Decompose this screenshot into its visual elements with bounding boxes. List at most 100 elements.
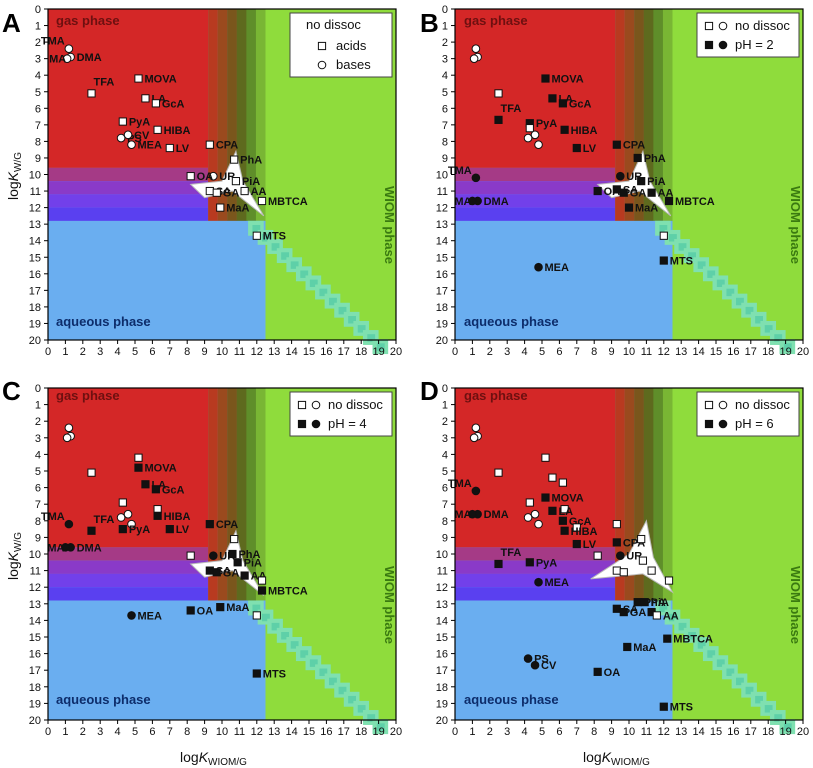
data-point-square — [659, 702, 668, 711]
y-tick-label: 17 — [29, 285, 41, 297]
point-label: LV — [583, 143, 597, 155]
data-point-square — [652, 611, 661, 620]
x-tick-label: 9 — [609, 346, 615, 358]
mixing-band — [455, 194, 616, 208]
point-label: MTS — [263, 669, 286, 681]
x-tick-label: 5 — [132, 726, 138, 738]
x-tick-label: 1 — [469, 346, 475, 358]
point-label: CPA — [623, 140, 645, 152]
point-label: PhA — [240, 155, 262, 167]
data-point-square — [548, 506, 557, 515]
y-tick-label: 12 — [29, 582, 41, 594]
wiom-phase-label: WIOM phase — [382, 566, 397, 644]
y-tick-label: 20 — [29, 715, 41, 727]
data-point-square — [704, 40, 714, 50]
point-label: OA — [197, 171, 214, 183]
data-point-square — [612, 140, 621, 149]
point-label: TMA — [41, 511, 65, 523]
y-tick-label: 4 — [35, 70, 41, 82]
data-point-circle — [127, 140, 136, 150]
point-label: GcA — [162, 98, 185, 110]
data-point-square — [640, 598, 649, 607]
wiom-phase-label: WIOM phase — [788, 566, 803, 644]
boundary-step-inner — [678, 622, 687, 631]
data-point-square — [624, 203, 634, 212]
legend-box — [696, 391, 800, 437]
data-point-circle — [116, 513, 126, 522]
boundary-step-inner — [736, 297, 744, 306]
x-tick-label: 6 — [556, 726, 562, 738]
data-point-square — [541, 493, 550, 502]
x-tick-label: 0 — [452, 726, 458, 738]
data-point-square — [87, 526, 96, 535]
boundary-step-inner — [736, 677, 744, 686]
point-label: MEA — [138, 140, 163, 152]
y-tick-label: 13 — [29, 599, 41, 611]
y-tick-label: 14 — [436, 615, 448, 627]
data-point-square — [525, 124, 534, 133]
y-tick-label: 17 — [436, 665, 448, 677]
x-tick-label: 14 — [692, 346, 704, 358]
data-point-circle — [61, 543, 70, 552]
y-tick-label: 9 — [35, 153, 41, 165]
data-point-square — [525, 558, 534, 567]
x-axis-title-left: logKWIOM/G — [180, 749, 247, 768]
point-label: DMA — [77, 52, 102, 64]
legend-entry: pH = 2 — [735, 37, 774, 52]
data-point-square — [252, 611, 261, 620]
boundary-step-inner — [669, 234, 677, 242]
data-point-square — [186, 172, 195, 181]
x-tick-label: 5 — [132, 346, 138, 358]
point-label: DMA — [484, 196, 509, 208]
gas-region — [48, 9, 209, 168]
data-point-square — [593, 667, 602, 676]
point-label: AA — [251, 186, 267, 198]
x-tick-label: 2 — [487, 726, 493, 738]
point-label: MOVA — [144, 74, 176, 86]
y-tick-label: 17 — [29, 665, 41, 677]
data-point-square — [560, 505, 569, 514]
data-point-circle — [123, 509, 133, 519]
transition-band — [615, 388, 625, 601]
x-tick-label: 19 — [372, 726, 384, 738]
x-tick-label: 15 — [710, 346, 722, 358]
point-label: PyA — [129, 117, 150, 129]
y-tick-label: 5 — [35, 87, 41, 99]
data-point-square — [659, 256, 668, 265]
y-tick-label: 5 — [442, 466, 448, 478]
x-tick-label: 19 — [779, 726, 791, 738]
boundary-step-inner — [262, 234, 270, 242]
point-label: PyA — [536, 557, 557, 569]
data-point-square — [118, 525, 127, 534]
data-point-square — [297, 400, 307, 410]
point-label: MBTCA — [268, 196, 308, 208]
data-point-circle — [127, 519, 136, 529]
point-label: MaA — [226, 602, 249, 614]
data-point-square — [664, 196, 674, 206]
point-label: LV — [176, 143, 190, 155]
y-tick-label: 5 — [442, 87, 448, 99]
transition-band — [236, 9, 247, 221]
transition-band — [217, 388, 228, 601]
transition-band — [634, 9, 644, 221]
x-tick-label: 20 — [797, 346, 809, 358]
boundary-step-inner — [252, 224, 261, 233]
transition-band — [643, 9, 654, 221]
data-point-square — [216, 603, 225, 612]
x-tick-label: 4 — [522, 726, 528, 738]
boundary-step-inner — [348, 695, 356, 704]
aqueous-phase-label: aqueous phase — [464, 692, 559, 707]
x-tick-label: 16 — [727, 346, 739, 358]
legend-entry: bases — [336, 57, 371, 72]
boundary-step-inner — [329, 297, 337, 306]
y-tick-label: 15 — [436, 252, 448, 264]
x-tick-label: 15 — [303, 346, 315, 358]
transition-band — [643, 388, 654, 601]
x-tick-label: 14 — [692, 726, 704, 738]
boundary-step-inner — [300, 650, 309, 658]
x-tick-label: 19 — [372, 346, 384, 358]
boundary-step-inner — [707, 270, 716, 278]
x-tick-label: 11 — [641, 726, 652, 738]
data-point-square — [560, 125, 569, 134]
